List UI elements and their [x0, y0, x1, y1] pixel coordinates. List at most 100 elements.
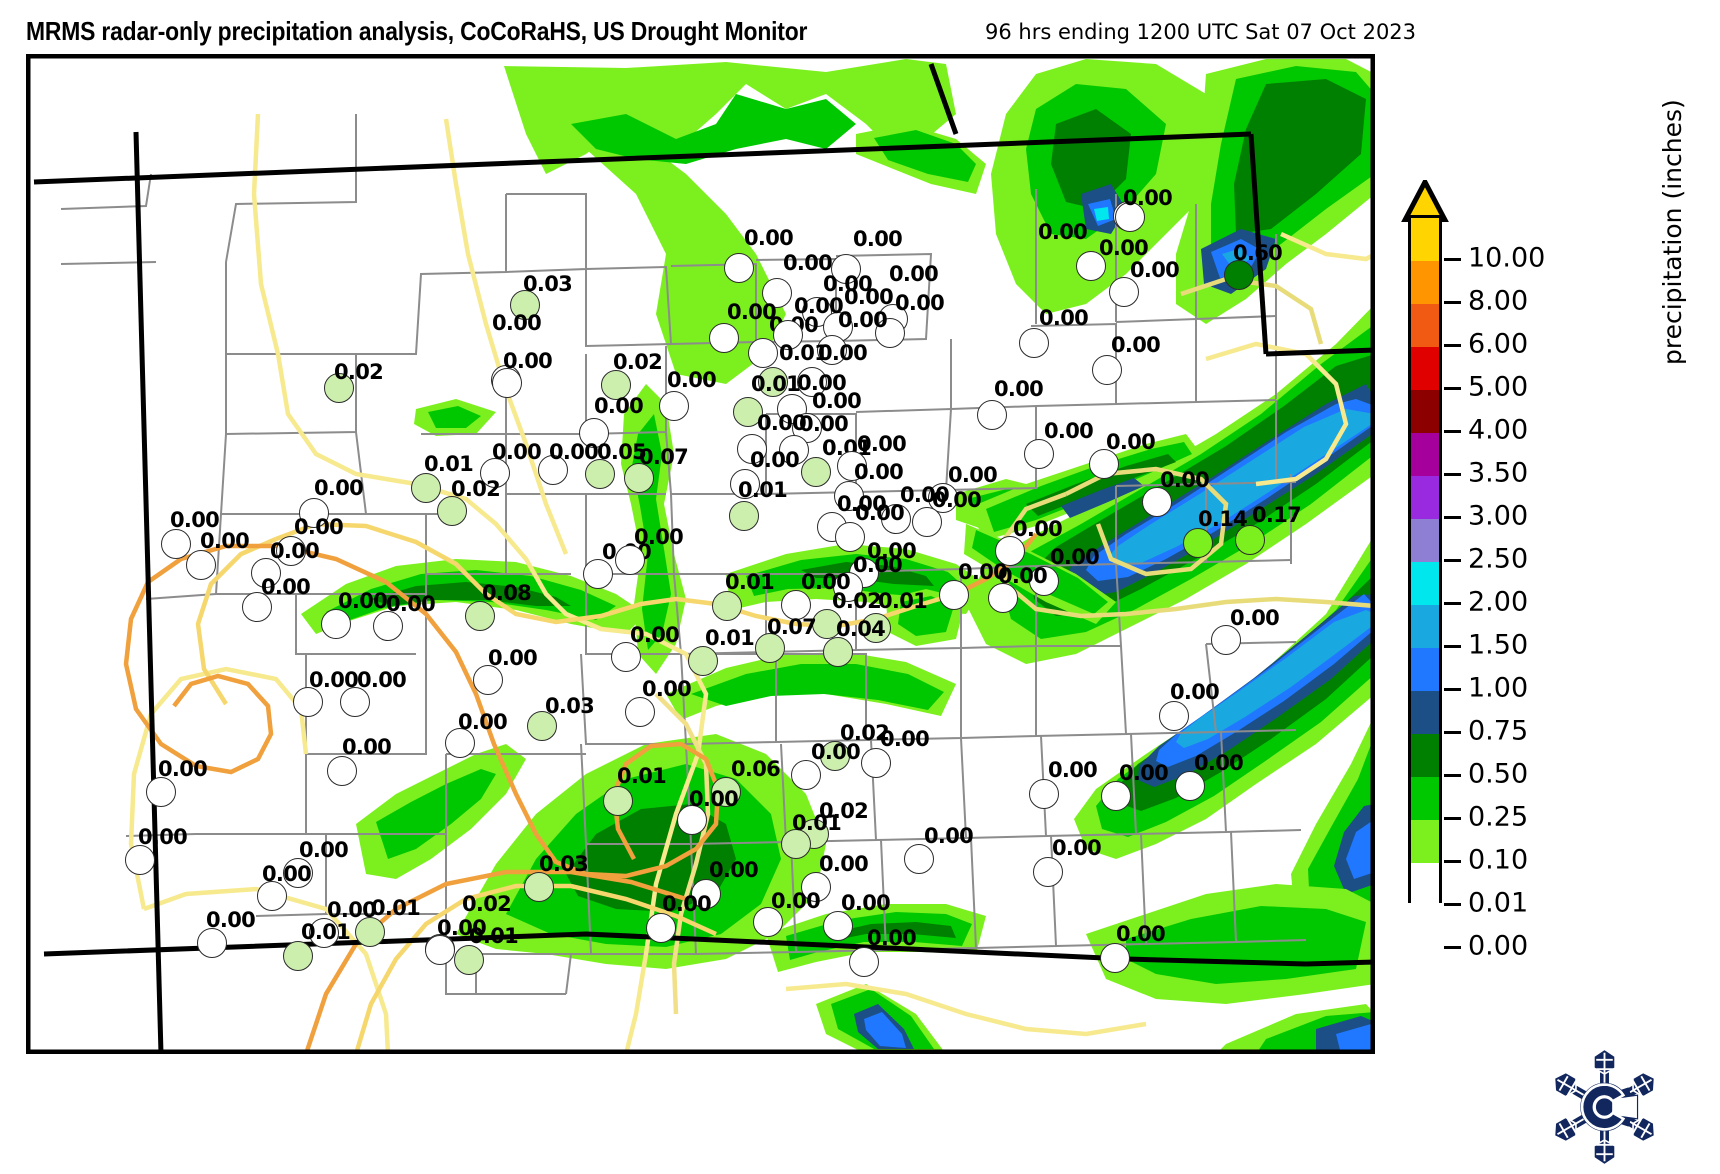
station-circle[interactable] — [831, 254, 861, 284]
station-circle[interactable] — [197, 928, 227, 958]
station-circle[interactable] — [912, 507, 942, 537]
station-circle[interactable] — [791, 760, 821, 790]
station-circle[interactable] — [625, 697, 655, 727]
station-circle[interactable] — [1235, 525, 1265, 555]
station-circle[interactable] — [730, 469, 760, 499]
station-circle[interactable] — [324, 373, 354, 403]
station-circle[interactable] — [737, 434, 767, 464]
station-circle[interactable] — [373, 611, 403, 641]
station-circle[interactable] — [1092, 355, 1122, 385]
station-circle[interactable] — [711, 777, 741, 807]
station-circle[interactable] — [579, 418, 609, 448]
station-circle[interactable] — [425, 935, 455, 965]
station-circle[interactable] — [797, 367, 827, 397]
station-circle[interactable] — [709, 323, 739, 353]
station-circle[interactable] — [186, 550, 216, 580]
station-circle[interactable] — [977, 400, 1007, 430]
station-circle[interactable] — [691, 879, 721, 909]
station-circle[interactable] — [801, 872, 831, 902]
station-circle[interactable] — [251, 558, 281, 588]
station-circle[interactable] — [299, 498, 329, 528]
station-circle[interactable] — [812, 609, 842, 639]
station-circle[interactable] — [411, 473, 441, 503]
station-circle[interactable] — [1089, 449, 1119, 479]
station-circle[interactable] — [1159, 701, 1189, 731]
station-circle[interactable] — [355, 917, 385, 947]
station-circle[interactable] — [733, 397, 763, 427]
station-circle[interactable] — [465, 601, 495, 631]
station-circle[interactable] — [611, 642, 641, 672]
station-circle[interactable] — [849, 947, 879, 977]
precipitation-map[interactable]: 0.00 0.00 0.00 0.00 0.00 0.00 0.00 0.00 0.00 0.00… — [26, 54, 1375, 1054]
station-circle[interactable] — [1183, 528, 1213, 558]
station-circle[interactable] — [781, 590, 811, 620]
station-circle[interactable] — [585, 459, 615, 489]
station-circle[interactable] — [659, 391, 689, 421]
station-circle[interactable] — [276, 536, 306, 566]
station-circle[interactable] — [1029, 779, 1059, 809]
station-circle[interactable] — [321, 609, 351, 639]
station-circle[interactable] — [861, 748, 891, 778]
station-circle[interactable] — [823, 911, 853, 941]
station-circle[interactable] — [779, 435, 809, 465]
station-circle[interactable] — [762, 278, 792, 308]
station-circle[interactable] — [758, 367, 788, 397]
station-circle[interactable] — [781, 829, 811, 859]
station-circle[interactable] — [340, 687, 370, 717]
station-circle[interactable] — [125, 845, 155, 875]
station-circle[interactable] — [939, 580, 969, 610]
station-circle[interactable] — [1019, 328, 1049, 358]
station-circle[interactable] — [820, 741, 850, 771]
station-circle[interactable] — [293, 687, 323, 717]
station-circle[interactable] — [524, 872, 554, 902]
station-circle[interactable] — [817, 335, 847, 365]
station-circle[interactable] — [615, 545, 645, 575]
station-circle[interactable] — [242, 592, 272, 622]
station-circle[interactable] — [624, 463, 654, 493]
station-circle[interactable] — [724, 253, 754, 283]
station-circle[interactable] — [904, 844, 934, 874]
station-circle[interactable] — [875, 318, 905, 348]
station-circle[interactable] — [834, 481, 864, 511]
station-circle[interactable] — [492, 368, 522, 398]
station-circle[interactable] — [755, 633, 785, 663]
station-circle[interactable] — [1033, 857, 1063, 887]
station-circle[interactable] — [823, 637, 853, 667]
station-circle[interactable] — [881, 504, 911, 534]
station-circle[interactable] — [527, 711, 557, 741]
station-circle[interactable] — [437, 496, 467, 526]
station-circle[interactable] — [677, 805, 707, 835]
station-circle[interactable] — [480, 458, 510, 488]
station-circle[interactable] — [1224, 260, 1254, 290]
station-circle[interactable] — [603, 786, 633, 816]
station-circle[interactable] — [538, 455, 568, 485]
station-circle[interactable] — [729, 501, 759, 531]
station-circle[interactable] — [1101, 781, 1131, 811]
station-circle[interactable] — [688, 646, 718, 676]
station-circle[interactable] — [327, 756, 357, 786]
station-circle[interactable] — [601, 370, 631, 400]
station-circle[interactable] — [837, 451, 867, 481]
station-circle[interactable] — [833, 572, 863, 602]
station-circle[interactable] — [454, 945, 484, 975]
station-circle[interactable] — [161, 529, 191, 559]
station-circle[interactable] — [309, 918, 339, 948]
station-circle[interactable] — [1024, 439, 1054, 469]
station-circle[interactable] — [995, 536, 1025, 566]
station-circle[interactable] — [1142, 487, 1172, 517]
station-circle[interactable] — [773, 320, 803, 350]
station-circle[interactable] — [283, 941, 313, 971]
station-circle[interactable] — [988, 583, 1018, 613]
station-circle[interactable] — [753, 907, 783, 937]
station-circle[interactable] — [712, 591, 742, 621]
station-circle[interactable] — [257, 881, 287, 911]
station-circle[interactable] — [1175, 771, 1205, 801]
station-circle[interactable] — [1100, 943, 1130, 973]
station-circle[interactable] — [283, 858, 313, 888]
station-circle[interactable] — [583, 559, 613, 589]
station-circle[interactable] — [1076, 251, 1106, 281]
station-circle[interactable] — [146, 777, 176, 807]
station-circle[interactable] — [1115, 202, 1145, 232]
station-circle[interactable] — [748, 338, 778, 368]
station-circle[interactable] — [835, 522, 865, 552]
